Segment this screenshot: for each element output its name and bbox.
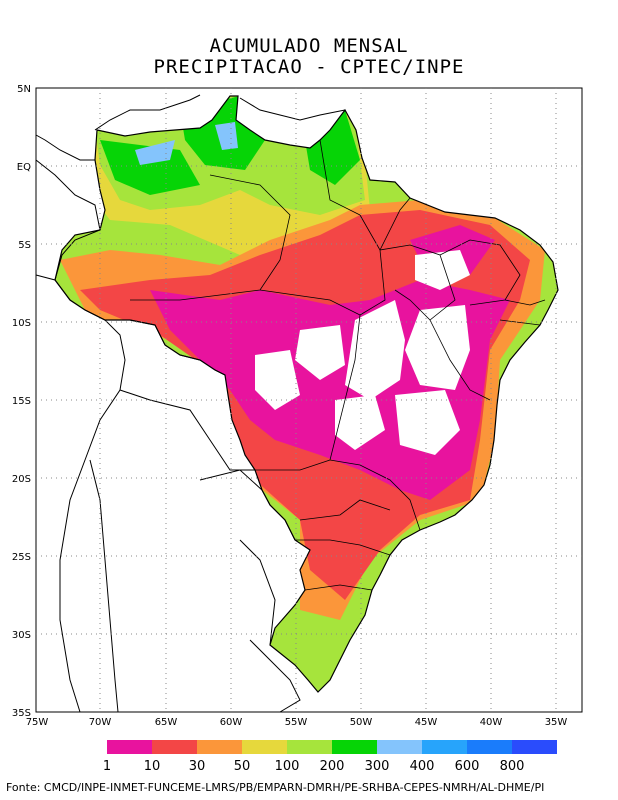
lon-label: 75W <box>26 717 49 728</box>
legend-label: 30 <box>189 759 206 774</box>
lon-label: 65W <box>155 717 178 728</box>
map-title: ACUMULADO MENSAL <box>209 35 409 57</box>
state-borders <box>130 139 546 591</box>
lat-label: 30S <box>12 630 31 641</box>
legend-swatch <box>512 740 557 754</box>
lat-label: 15S <box>12 396 31 407</box>
lon-label: 45W <box>415 717 438 728</box>
lat-label: 20S <box>12 474 31 485</box>
lat-lon-grid <box>36 88 582 712</box>
legend-swatch <box>242 740 287 754</box>
legend-labels: 1 10 30 50 100 200 300 400 600 800 <box>103 759 525 774</box>
legend-label: 300 <box>365 759 390 774</box>
lon-labels: 75W 70W 65W 60W 55W 50W 45W 40W 35W <box>26 717 568 728</box>
legend-label: 400 <box>410 759 435 774</box>
lat-label: 25S <box>12 552 31 563</box>
legend-label: 200 <box>320 759 345 774</box>
source-note: Fonte: CMCD/INPE-INMET-FUNCEME-LMRS/PB/E… <box>6 781 545 794</box>
legend-swatch <box>332 740 377 754</box>
legend-swatch <box>467 740 512 754</box>
lat-label: 10S <box>12 318 31 329</box>
legend-swatch <box>287 740 332 754</box>
legend-swatch <box>377 740 422 754</box>
legend-swatch <box>197 740 242 754</box>
lon-label: 50W <box>350 717 373 728</box>
legend-label: 50 <box>234 759 251 774</box>
legend-swatch <box>107 740 152 754</box>
lat-label: 5S <box>18 240 31 251</box>
lat-label: 35S <box>12 708 31 719</box>
lon-label: 60W <box>220 717 243 728</box>
legend-swatch <box>152 740 197 754</box>
legend-label: 800 <box>500 759 525 774</box>
lon-label: 40W <box>480 717 503 728</box>
lat-labels: 5N EQ 5S 10S 15S 20S 25S 30S 35S <box>12 84 31 719</box>
legend-colorbar <box>107 740 557 754</box>
lon-label: 70W <box>89 717 112 728</box>
map-subtitle: PRECIPITACAO - CPTEC/INPE <box>153 56 465 78</box>
legend-label: 1 <box>103 759 111 774</box>
legend-label: 600 <box>455 759 480 774</box>
lat-label: 5N <box>17 84 31 95</box>
lat-label: EQ <box>17 162 31 173</box>
lon-label: 35W <box>545 717 568 728</box>
legend-swatch <box>422 740 467 754</box>
legend-label: 10 <box>144 759 161 774</box>
legend-label: 100 <box>275 759 300 774</box>
lon-label: 55W <box>285 717 308 728</box>
